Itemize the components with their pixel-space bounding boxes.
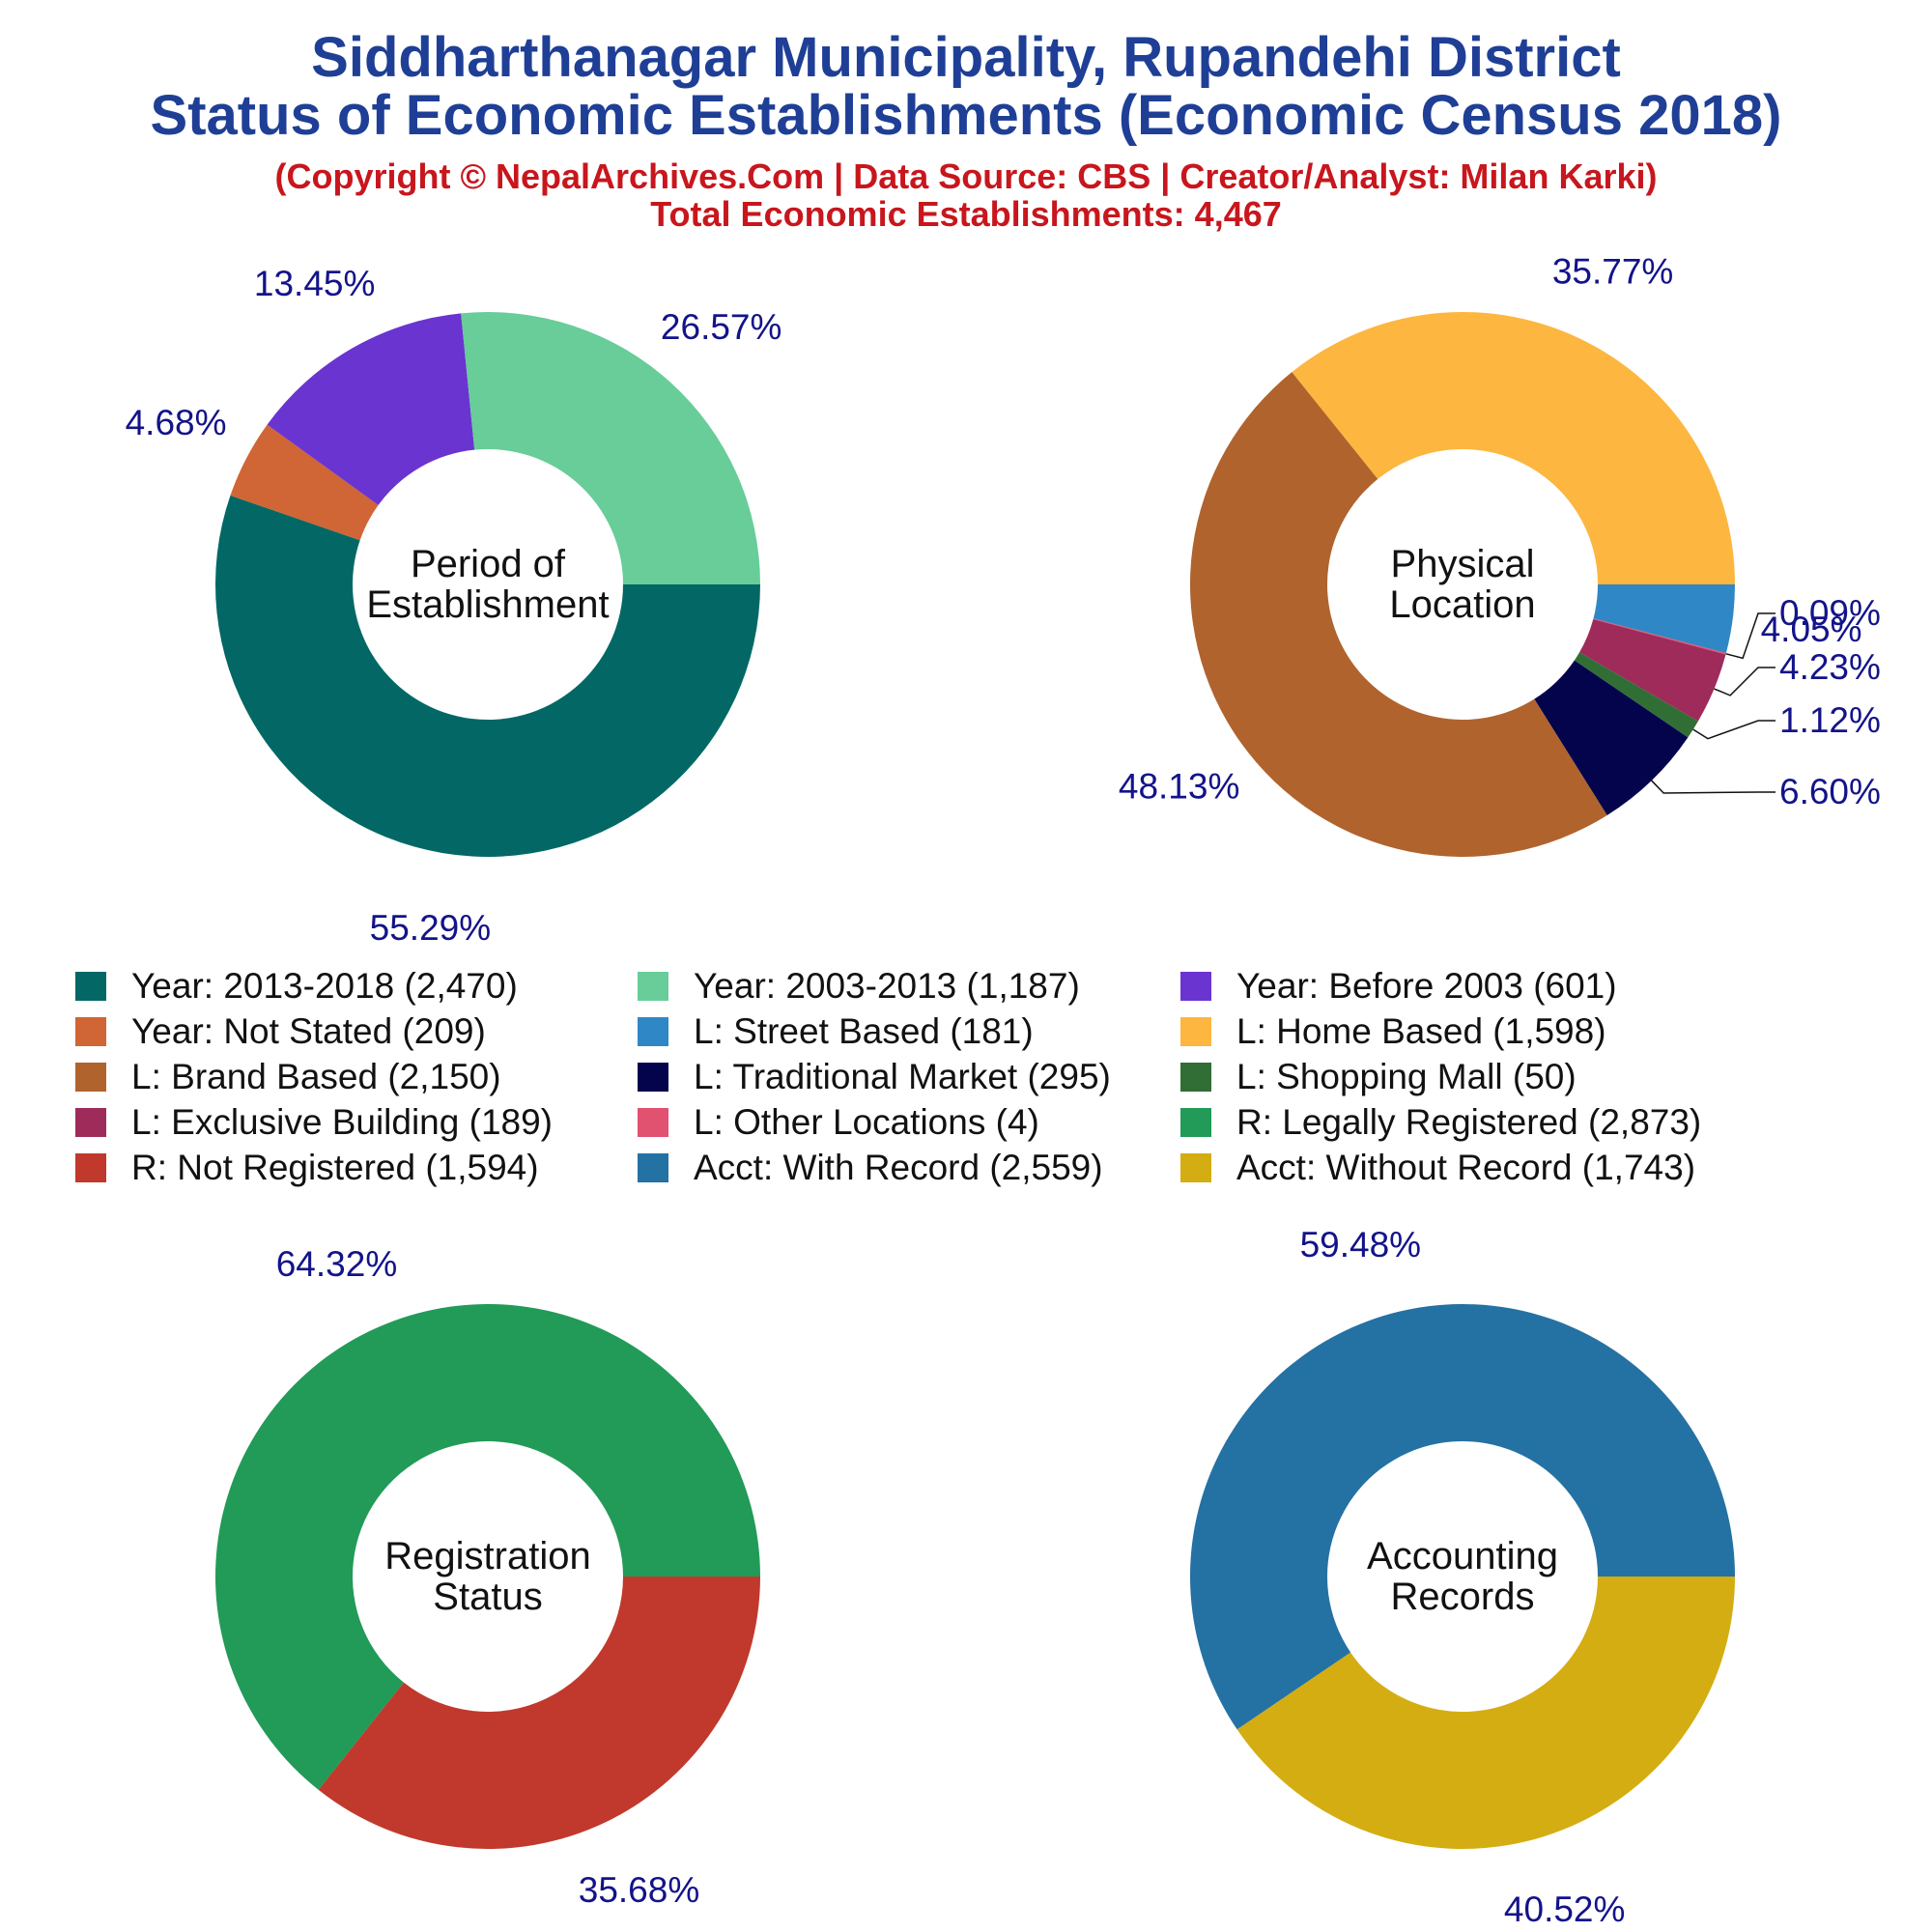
slice — [230, 424, 379, 541]
slice — [1574, 652, 1698, 738]
legend-item: Year: Before 2003 (601) — [1180, 966, 1617, 1006]
legend-swatch — [1180, 1153, 1211, 1182]
legend-swatch — [75, 1063, 106, 1092]
center-label: Establishment — [366, 583, 609, 626]
percent-label: 35.68% — [579, 1870, 700, 1910]
center-label: Physical — [1391, 543, 1535, 585]
chart-subtitle: (Copyright © NepalArchives.Com | Data So… — [274, 156, 1658, 196]
slice — [461, 312, 760, 584]
legend-item: Acct: Without Record (1,743) — [1180, 1148, 1696, 1187]
slice — [1579, 619, 1726, 722]
legend-label: L: Other Locations (4) — [694, 1102, 1039, 1142]
chart-title-line-2: Status of Economic Establishments (Econo… — [150, 84, 1782, 147]
legend-item: L: Exclusive Building (189) — [75, 1102, 553, 1142]
legend-label: L: Home Based (1,598) — [1236, 1011, 1606, 1051]
legend-swatch — [638, 1153, 668, 1182]
slice — [1236, 1577, 1735, 1849]
legend-label: Year: 2013-2018 (2,470) — [131, 966, 518, 1006]
slice — [267, 313, 475, 505]
legend-swatch — [638, 972, 668, 1001]
leader-line — [1725, 612, 1776, 660]
total-establishments: Total Economic Establishments: 4,467 — [650, 194, 1282, 234]
leader-line — [1714, 667, 1776, 696]
donut-chart-2: 4.05%0.09% 4.23% 1.12% 6.60% 48.13% 35.77% Phy… — [1119, 251, 1881, 857]
legend-item: R: Not Registered (1,594) — [75, 1148, 539, 1187]
legend-swatch — [1180, 972, 1211, 1001]
slice — [1292, 312, 1735, 584]
legend-label: R: Not Registered (1,594) — [131, 1148, 539, 1187]
legend-item: L: Other Locations (4) — [638, 1102, 1039, 1142]
center-label: Registration — [384, 1535, 590, 1577]
slice — [1190, 1303, 1735, 1730]
legend-swatch — [638, 1063, 668, 1092]
percent-label: 13.45% — [254, 264, 376, 303]
legend-swatch — [1180, 1063, 1211, 1092]
legend-item: L: Shopping Mall (50) — [1180, 1057, 1577, 1096]
legend-item: R: Legally Registered (2,873) — [1180, 1102, 1702, 1142]
percent-label: 6.60% — [1779, 772, 1881, 811]
percent-label: 26.57% — [661, 307, 782, 347]
percent-label: 55.29% — [370, 908, 492, 948]
leader-line — [1651, 780, 1776, 794]
legend-item: L: Street Based (181) — [638, 1011, 1034, 1051]
legend-swatch — [1180, 1017, 1211, 1046]
slice — [1593, 584, 1735, 654]
percent-label: 4.68% — [126, 403, 227, 442]
center-label: Accounting — [1367, 1535, 1558, 1577]
legend-item: Acct: With Record (2,559) — [638, 1148, 1103, 1187]
percent-label: 59.48% — [1300, 1225, 1422, 1264]
legend-item: L: Home Based (1,598) — [1180, 1011, 1606, 1051]
slice — [318, 1577, 761, 1849]
legend-item: L: Traditional Market (295) — [638, 1057, 1111, 1096]
chart-title-line-1: Siddharthanagar Municipality, Rupandehi … — [311, 26, 1621, 89]
legend-swatch — [1180, 1108, 1211, 1137]
slice — [214, 1304, 760, 1790]
legend-label: L: Street Based (181) — [694, 1011, 1034, 1051]
legend-item: Year: 2003-2013 (1,187) — [638, 966, 1080, 1006]
legend-label: Year: Not Stated (209) — [131, 1011, 486, 1051]
center-label: Records — [1391, 1576, 1535, 1618]
slice — [1593, 618, 1726, 655]
legend-swatch — [75, 1017, 106, 1046]
legend-label: L: Exclusive Building (189) — [131, 1102, 553, 1142]
legend-swatch — [75, 1153, 106, 1182]
legend-label: L: Shopping Mall (50) — [1236, 1057, 1577, 1096]
legend-label: Acct: With Record (2,559) — [694, 1148, 1103, 1187]
center-label: Period of — [411, 543, 566, 585]
legend-label: Acct: Without Record (1,743) — [1236, 1148, 1696, 1187]
legend-swatch — [75, 1108, 106, 1137]
slice — [215, 495, 761, 857]
legend-label: Year: Before 2003 (601) — [1236, 966, 1617, 1006]
donut-chart-1: 55.29% 4.68% 13.45% 26.57% Period ofEstablis… — [126, 264, 782, 948]
legend-label: R: Legally Registered (2,873) — [1236, 1102, 1702, 1142]
percent-label: 1.12% — [1779, 700, 1881, 740]
legend-label: L: Brand Based (2,150) — [131, 1057, 501, 1096]
percent-label: 48.13% — [1119, 767, 1240, 807]
center-label: Status — [433, 1576, 542, 1618]
slice — [1190, 372, 1607, 857]
legend-swatch — [638, 1108, 668, 1137]
percent-label: 0.09% — [1779, 593, 1881, 633]
legend-item: Year: Not Stated (209) — [75, 1011, 486, 1051]
percent-label: 4.23% — [1779, 647, 1881, 687]
legend-item: L: Brand Based (2,150) — [75, 1057, 501, 1096]
percent-label: 4.05% — [1761, 610, 1862, 649]
legend-label: L: Traditional Market (295) — [694, 1057, 1111, 1096]
percent-label: 40.52% — [1504, 1889, 1626, 1929]
slice — [1534, 660, 1689, 816]
percent-label: 64.32% — [276, 1244, 398, 1284]
leader-line — [1692, 720, 1776, 740]
percent-label: 35.77% — [1552, 251, 1674, 291]
legend-swatch — [75, 972, 106, 1001]
legend-swatch — [638, 1017, 668, 1046]
legend-label: Year: 2003-2013 (1,187) — [694, 966, 1080, 1006]
legend-item: Year: 2013-2018 (2,470) — [75, 966, 518, 1006]
center-label: Location — [1389, 583, 1535, 626]
